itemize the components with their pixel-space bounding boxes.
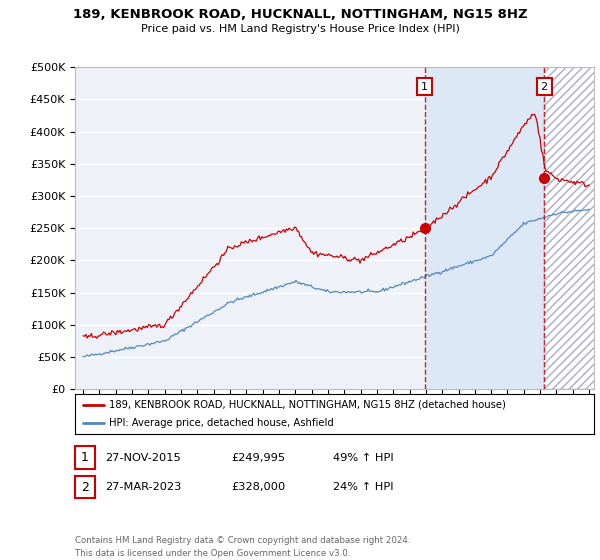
Text: 49% ↑ HPI: 49% ↑ HPI <box>333 452 394 463</box>
Bar <box>425 67 544 389</box>
Text: 27-MAR-2023: 27-MAR-2023 <box>105 482 181 492</box>
Text: £249,995: £249,995 <box>231 452 285 463</box>
Text: 27-NOV-2015: 27-NOV-2015 <box>105 452 181 463</box>
Text: Contains HM Land Registry data © Crown copyright and database right 2024.
This d: Contains HM Land Registry data © Crown c… <box>75 536 410 558</box>
Text: 1: 1 <box>421 82 428 91</box>
Text: £328,000: £328,000 <box>231 482 285 492</box>
Text: 2: 2 <box>81 480 89 494</box>
Text: 24% ↑ HPI: 24% ↑ HPI <box>333 482 394 492</box>
Text: 1: 1 <box>81 451 89 464</box>
Text: 2: 2 <box>541 82 548 91</box>
Text: HPI: Average price, detached house, Ashfield: HPI: Average price, detached house, Ashf… <box>109 418 334 428</box>
Text: Price paid vs. HM Land Registry's House Price Index (HPI): Price paid vs. HM Land Registry's House … <box>140 24 460 34</box>
Bar <box>544 67 600 389</box>
Text: 189, KENBROOK ROAD, HUCKNALL, NOTTINGHAM, NG15 8HZ: 189, KENBROOK ROAD, HUCKNALL, NOTTINGHAM… <box>73 8 527 21</box>
Text: 189, KENBROOK ROAD, HUCKNALL, NOTTINGHAM, NG15 8HZ (detached house): 189, KENBROOK ROAD, HUCKNALL, NOTTINGHAM… <box>109 400 506 409</box>
